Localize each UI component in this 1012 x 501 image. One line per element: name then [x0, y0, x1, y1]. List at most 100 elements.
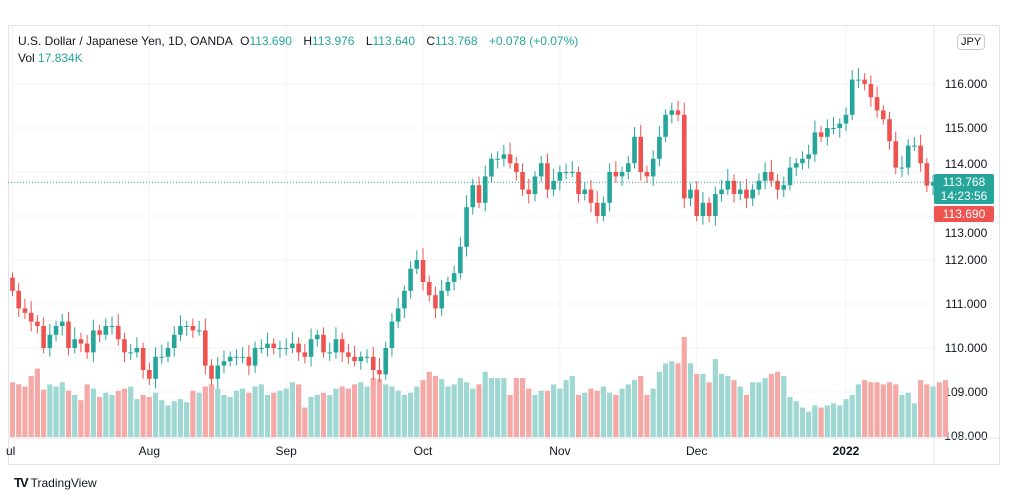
- volume-bar: [109, 394, 115, 437]
- candle-body: [389, 321, 395, 348]
- candle-body: [613, 172, 619, 177]
- volume-bar: [59, 382, 65, 437]
- volume-bar: [451, 384, 457, 437]
- open-number: 113.690: [249, 34, 292, 48]
- candle-body: [190, 326, 196, 331]
- volume-bar: [90, 388, 96, 437]
- volume-bar: [463, 382, 470, 437]
- volume-bar: [538, 390, 544, 437]
- candle-body: [924, 163, 930, 186]
- y-tick-label: 108.000: [944, 429, 988, 443]
- candle-body: [495, 158, 500, 160]
- candle-body: [209, 365, 214, 379]
- candle-body: [159, 356, 165, 358]
- y-tick-label: 109.000: [944, 385, 988, 399]
- volume-bar: [41, 389, 47, 437]
- volume-bar: [880, 384, 886, 437]
- candle-body: [644, 172, 650, 177]
- candle-body: [346, 352, 351, 357]
- currency-button[interactable]: JPY: [957, 34, 986, 50]
- open-label: O: [240, 34, 250, 48]
- candle-body: [638, 136, 644, 172]
- volume-bar: [72, 394, 78, 437]
- volume-bar: [725, 375, 731, 437]
- candle-body: [66, 321, 71, 348]
- volume-bar: [432, 375, 439, 437]
- candle-body: [501, 154, 507, 159]
- candle-body: [439, 290, 444, 309]
- candle-body: [339, 339, 345, 353]
- volume-bar: [768, 373, 774, 437]
- volume-bar: [830, 403, 837, 437]
- volume-bar: [9, 382, 16, 437]
- candle-body: [35, 321, 40, 326]
- volume-bar: [407, 392, 414, 437]
- candle-body: [744, 189, 749, 199]
- volume-bar: [526, 388, 532, 437]
- candle-body: [899, 167, 905, 169]
- volume-bar: [165, 405, 171, 437]
- candle-body: [619, 172, 625, 177]
- candle-body: [128, 352, 133, 354]
- volume-bar: [737, 386, 743, 437]
- volume-bar: [22, 386, 28, 437]
- volume-bar: [252, 386, 258, 437]
- tradingview-logo-icon: TV: [14, 475, 29, 490]
- volume-bar: [383, 384, 389, 437]
- candle-body: [582, 189, 588, 194]
- candle-body: [862, 79, 867, 84]
- volume-bar: [731, 380, 737, 437]
- candle-body: [588, 189, 594, 203]
- volume-bar: [159, 400, 165, 437]
- candle-body: [402, 290, 407, 309]
- volume-bar: [812, 405, 818, 437]
- candle-body: [570, 172, 575, 173]
- x-tick-label: Nov: [549, 444, 570, 458]
- volume-bar: [84, 384, 90, 437]
- volume-bar: [930, 386, 936, 437]
- volume-bar: [215, 388, 221, 437]
- volume-bar: [501, 378, 507, 437]
- candle-body: [358, 356, 364, 362]
- candle-body: [551, 180, 556, 190]
- volume-bar: [196, 392, 202, 437]
- volume-bar: [793, 401, 799, 437]
- ohlc-legend: U.S. Dollar / Japanese Yen, 1D, OANDA O1…: [18, 34, 582, 48]
- candle-body: [663, 114, 668, 137]
- volume-bar: [818, 407, 824, 437]
- volume-bar: [358, 382, 364, 437]
- y-tick-label: 115.000: [945, 121, 988, 135]
- volume-bar: [258, 384, 264, 437]
- candle-body: [470, 185, 476, 208]
- volume-bar: [208, 384, 215, 437]
- volume-bar: [227, 397, 233, 437]
- candle-body: [650, 158, 656, 177]
- candle-body: [215, 365, 221, 379]
- candle-body: [16, 290, 22, 309]
- volume-bar: [942, 380, 949, 437]
- volume-bar: [532, 394, 538, 437]
- candle-body: [352, 356, 357, 362]
- candle-body: [171, 334, 177, 348]
- candle-body: [762, 172, 768, 181]
- volume-bar: [457, 378, 463, 437]
- candle-body: [445, 282, 451, 291]
- volume-bar: [806, 411, 812, 437]
- volume-bar: [221, 394, 227, 437]
- high-label: H: [303, 34, 312, 48]
- open-price-tag: 113.690: [934, 206, 994, 222]
- bar-countdown: 14:23:56: [940, 189, 988, 203]
- volume-bar: [246, 392, 252, 437]
- candle-body: [874, 97, 880, 111]
- volume-bar: [177, 399, 184, 437]
- candle-body: [308, 339, 314, 357]
- candle-body: [514, 163, 519, 172]
- x-tick-label: Sep: [276, 444, 298, 458]
- candle-body: [364, 356, 370, 358]
- candle-body: [458, 246, 463, 274]
- candle-body: [868, 84, 874, 98]
- tradingview-brand[interactable]: TV TradingView: [14, 475, 97, 490]
- volume-bar: [650, 388, 656, 437]
